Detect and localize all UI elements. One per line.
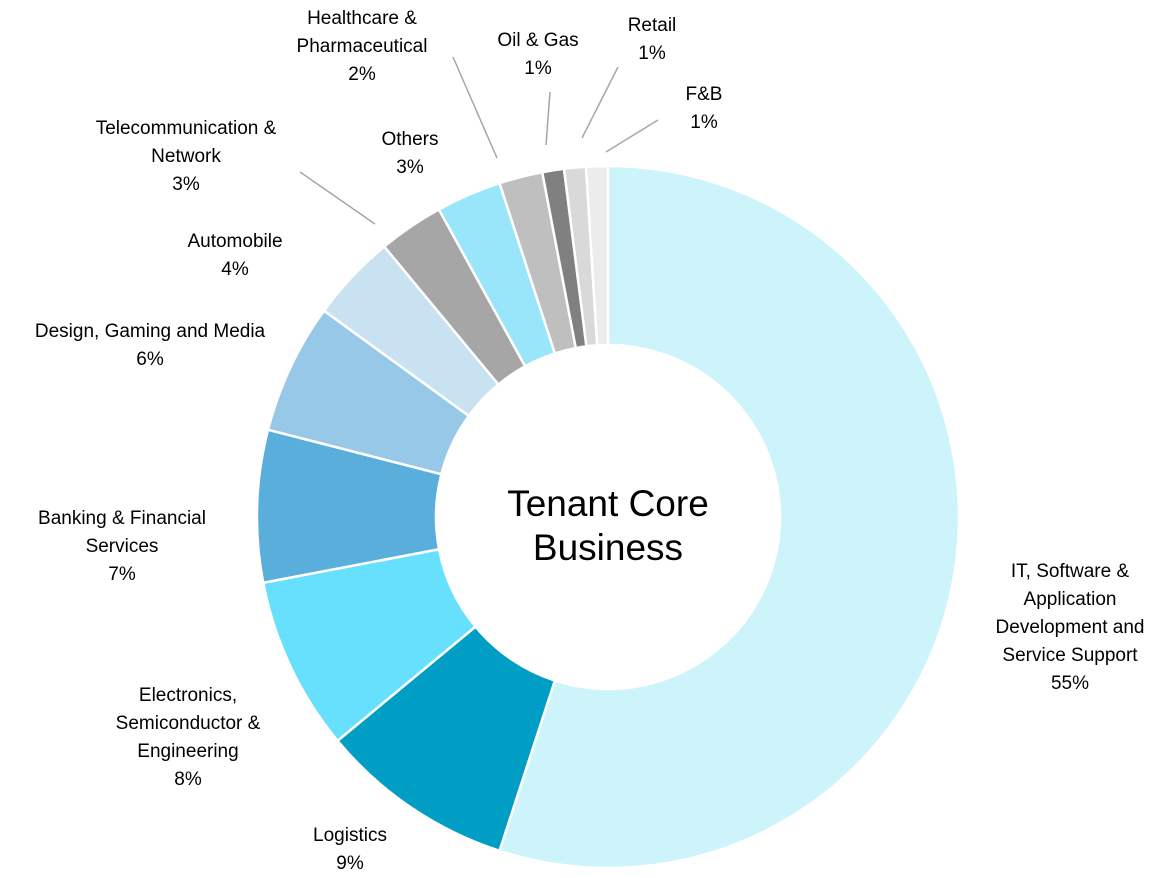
category-label: Banking & Financial Services bbox=[38, 508, 206, 557]
slice-label: Design, Gaming and Media 6% bbox=[30, 318, 270, 374]
value-label: 1% bbox=[638, 43, 666, 64]
category-label: Design, Gaming and Media bbox=[34, 321, 266, 342]
value-label: 8% bbox=[174, 769, 202, 790]
slice-label: Oil & Gas 1% bbox=[478, 27, 598, 83]
category-label: Logistics bbox=[313, 825, 387, 846]
leader-line bbox=[545, 91, 551, 146]
slice-label: Retail 1% bbox=[607, 12, 697, 68]
slice-label: IT, Software & Application Development a… bbox=[988, 558, 1153, 698]
category-label: Retail bbox=[627, 15, 677, 36]
category-label: Oil & Gas bbox=[497, 30, 579, 51]
category-label: Electronics, Semiconductor & Engineering bbox=[115, 685, 261, 762]
slice-label: Electronics, Semiconductor & Engineering… bbox=[106, 682, 271, 794]
category-label: Others bbox=[381, 129, 439, 150]
slice-label: Banking & Financial Services 7% bbox=[7, 505, 237, 589]
leader-line bbox=[581, 66, 619, 139]
slice bbox=[584, 164, 610, 347]
leader-line bbox=[605, 119, 659, 153]
slice-label: Logistics 9% bbox=[290, 822, 410, 878]
category-label: Healthcare & Pharmaceutical bbox=[296, 8, 428, 57]
category-label: Automobile bbox=[187, 231, 283, 252]
slice-label: Others 3% bbox=[355, 126, 465, 182]
category-label: IT, Software & Application Development a… bbox=[995, 561, 1145, 666]
slice-label: F&B 1% bbox=[664, 81, 744, 137]
slice-label: Telecommunication & Network 3% bbox=[61, 115, 311, 199]
leader-line bbox=[299, 171, 376, 225]
value-label: 2% bbox=[348, 64, 376, 85]
value-label: 3% bbox=[172, 174, 200, 195]
slice bbox=[497, 164, 961, 870]
center-title: Tenant Core Business bbox=[507, 483, 709, 568]
value-label: 1% bbox=[524, 58, 552, 79]
value-label: 1% bbox=[690, 112, 718, 133]
leader-line bbox=[452, 56, 498, 159]
value-label: 4% bbox=[221, 259, 249, 280]
category-label: F&B bbox=[685, 84, 723, 105]
value-label: 9% bbox=[336, 853, 364, 874]
value-label: 55% bbox=[1050, 673, 1090, 694]
slice-label: Automobile 4% bbox=[170, 228, 300, 284]
value-label: 6% bbox=[136, 349, 164, 370]
value-label: 7% bbox=[108, 564, 136, 585]
value-label: 3% bbox=[396, 157, 424, 178]
category-label: Telecommunication & Network bbox=[95, 118, 277, 167]
slice-label: Healthcare & Pharmaceutical 2% bbox=[277, 5, 447, 89]
